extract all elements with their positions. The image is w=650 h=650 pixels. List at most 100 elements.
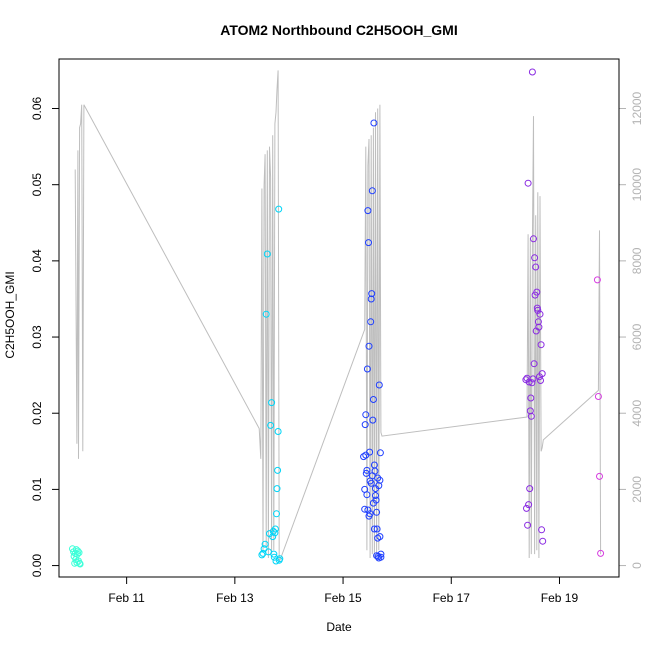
- y2-tick-label: 8000: [630, 247, 644, 274]
- data-point: [363, 466, 371, 474]
- data-point: [276, 555, 284, 563]
- data-point: [367, 295, 375, 303]
- data-point: [370, 525, 378, 533]
- data-point: [594, 393, 602, 400]
- y2-tick-label: 4000: [630, 400, 644, 427]
- data-point: [539, 537, 547, 545]
- data-point: [367, 479, 375, 487]
- data-point: [369, 499, 377, 507]
- data-point: [527, 394, 535, 402]
- data-point: [268, 399, 276, 407]
- data-point: [365, 342, 373, 350]
- data-point: [372, 492, 379, 499]
- data-point: [261, 540, 269, 548]
- data-point: [528, 68, 536, 76]
- x-tick-label: Feb 11: [108, 591, 145, 605]
- data-point: [375, 482, 383, 490]
- data-point: [274, 466, 282, 474]
- data-point: [361, 485, 369, 493]
- data-point: [74, 547, 82, 555]
- data-point: [377, 553, 385, 561]
- data-point: [531, 254, 539, 262]
- data-point: [275, 205, 283, 213]
- data-point: [368, 472, 376, 480]
- points-layer: [69, 68, 605, 568]
- data-point: [267, 421, 275, 429]
- data-point: [597, 549, 605, 557]
- data-point: [593, 276, 601, 284]
- data-point: [532, 327, 540, 335]
- chart-title: ATOM2 Northbound C2H5OOH_GMI: [220, 22, 457, 38]
- data-point: [361, 421, 369, 429]
- altitude-layer: [74, 70, 602, 562]
- data-point: [373, 525, 381, 533]
- data-point: [524, 521, 532, 529]
- data-point: [369, 396, 377, 403]
- y-tick-label: 0.06: [30, 97, 44, 121]
- plot-frame: [58, 58, 620, 578]
- data-point: [530, 360, 538, 368]
- data-point: [366, 510, 374, 518]
- data-point: [364, 207, 372, 215]
- altitude-line: [74, 70, 602, 562]
- data-point: [269, 527, 277, 535]
- x-tick-label: Feb 15: [324, 591, 362, 605]
- data-point: [528, 379, 536, 387]
- data-point: [530, 235, 537, 243]
- data-point: [536, 373, 543, 381]
- y2-tick-label: 10000: [630, 168, 644, 202]
- y-tick-label: 0.04: [30, 249, 44, 273]
- y-tick-label: 0.02: [30, 401, 44, 425]
- x-tick-label: Feb 13: [216, 591, 254, 605]
- y2-tick-label: 6000: [630, 323, 644, 350]
- data-point: [75, 549, 83, 557]
- y-tick-label: 0.05: [30, 173, 44, 197]
- y2-tick-label: 0: [630, 562, 644, 569]
- data-point: [526, 485, 534, 493]
- data-point: [272, 557, 280, 565]
- y-tick-label: 0.00: [30, 554, 44, 578]
- y-axis-left: 0.00 0.01 0.02 0.03 0.04 0.05 0.06: [30, 97, 59, 578]
- data-point: [271, 525, 279, 533]
- data-point: [537, 341, 545, 349]
- x-tick-label: Feb 17: [433, 591, 471, 605]
- data-point: [368, 290, 376, 298]
- data-point: [362, 469, 370, 477]
- data-point: [271, 529, 279, 537]
- y-axis-label: C2H5OOH_GMI: [3, 271, 17, 358]
- x-axis-label: Date: [326, 620, 352, 634]
- data-point: [370, 119, 378, 127]
- data-point: [373, 508, 381, 516]
- data-point: [533, 304, 541, 312]
- data-point: [532, 263, 540, 271]
- data-point: [529, 375, 537, 383]
- data-point: [73, 550, 81, 558]
- data-point: [362, 411, 370, 419]
- data-point: [365, 239, 372, 247]
- data-point: [262, 310, 270, 318]
- y2-tick-label: 2000: [630, 476, 644, 503]
- data-point: [375, 381, 383, 389]
- data-point: [274, 428, 282, 435]
- y2-tick-label: 12000: [630, 92, 644, 126]
- data-point: [373, 552, 381, 560]
- data-point: [273, 510, 280, 518]
- data-point: [376, 476, 384, 484]
- data-point: [362, 451, 370, 459]
- data-point: [534, 318, 542, 326]
- data-point: [538, 526, 546, 534]
- data-point: [537, 377, 544, 384]
- data-point: [258, 551, 266, 559]
- data-point: [523, 504, 530, 512]
- y-tick-label: 0.03: [30, 325, 44, 349]
- data-point: [536, 310, 544, 318]
- data-point: [270, 550, 278, 558]
- data-point: [531, 291, 539, 299]
- y-tick-label: 0.01: [30, 477, 44, 501]
- data-point: [527, 412, 535, 420]
- data-point: [76, 560, 84, 568]
- data-point: [367, 318, 375, 326]
- data-point: [269, 533, 277, 541]
